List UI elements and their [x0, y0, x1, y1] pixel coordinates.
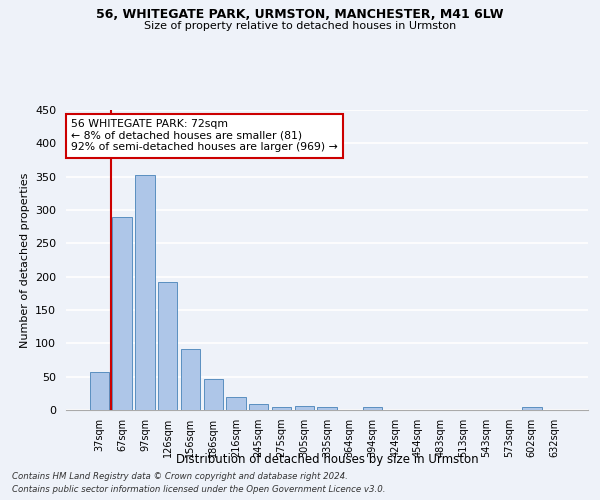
- Text: Distribution of detached houses by size in Urmston: Distribution of detached houses by size …: [176, 452, 478, 466]
- Bar: [90, 372, 109, 410]
- Bar: [135, 174, 155, 410]
- Text: 56 WHITEGATE PARK: 72sqm
← 8% of detached houses are smaller (81)
92% of semi-de: 56 WHITEGATE PARK: 72sqm ← 8% of detache…: [71, 119, 338, 152]
- Text: 56, WHITEGATE PARK, URMSTON, MANCHESTER, M41 6LW: 56, WHITEGATE PARK, URMSTON, MANCHESTER,…: [96, 8, 504, 20]
- Bar: [295, 406, 314, 410]
- Text: Contains public sector information licensed under the Open Government Licence v3: Contains public sector information licen…: [12, 485, 386, 494]
- Bar: [226, 396, 245, 410]
- Bar: [363, 406, 382, 410]
- Bar: [112, 216, 132, 410]
- Bar: [203, 378, 223, 410]
- Y-axis label: Number of detached properties: Number of detached properties: [20, 172, 29, 348]
- Bar: [158, 282, 178, 410]
- Text: Contains HM Land Registry data © Crown copyright and database right 2024.: Contains HM Land Registry data © Crown c…: [12, 472, 348, 481]
- Bar: [181, 350, 200, 410]
- Bar: [272, 406, 291, 410]
- Bar: [249, 404, 268, 410]
- Text: Size of property relative to detached houses in Urmston: Size of property relative to detached ho…: [144, 21, 456, 31]
- Bar: [522, 406, 542, 410]
- Bar: [317, 406, 337, 410]
